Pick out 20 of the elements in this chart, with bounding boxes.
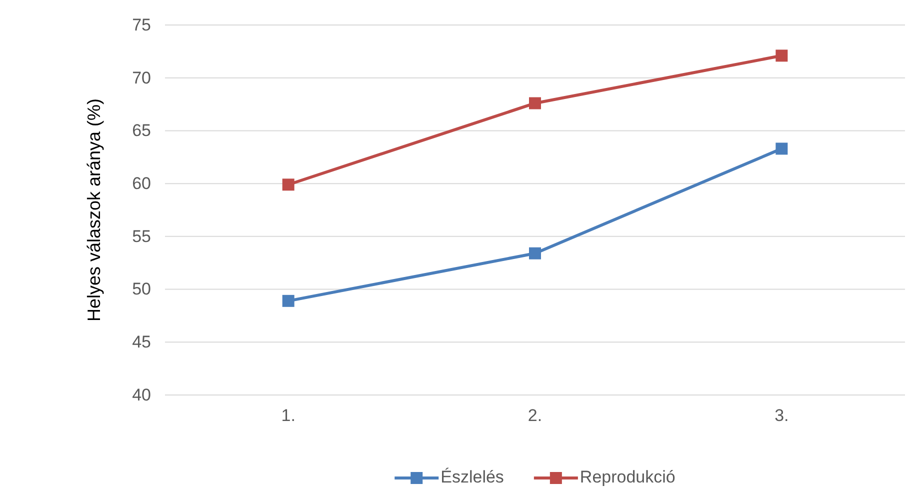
x-tick-label: 3. bbox=[774, 406, 789, 426]
y-tick-label: 75 bbox=[132, 15, 151, 34]
point bbox=[282, 178, 294, 191]
y-tick-label: 45 bbox=[132, 332, 151, 352]
point bbox=[776, 142, 788, 155]
legend-label: Észlelés bbox=[440, 467, 504, 486]
point bbox=[529, 247, 541, 260]
x-tick-label: 2. bbox=[528, 406, 542, 426]
x-tick-label: 1. bbox=[281, 406, 296, 426]
point bbox=[776, 50, 788, 62]
y-tick-label: 50 bbox=[132, 280, 151, 299]
point bbox=[529, 97, 541, 110]
y-tick-label: 40 bbox=[132, 385, 151, 404]
point bbox=[282, 294, 294, 307]
y-axis-title: Helyes válaszok aránya (%) bbox=[84, 98, 104, 322]
y-tick-label: 65 bbox=[132, 121, 151, 140]
y-tick-label: 55 bbox=[132, 226, 151, 246]
y-tick-label: 60 bbox=[132, 174, 151, 194]
y-tick-label: 70 bbox=[132, 68, 151, 88]
legend-label: Reprodukció bbox=[580, 467, 676, 486]
